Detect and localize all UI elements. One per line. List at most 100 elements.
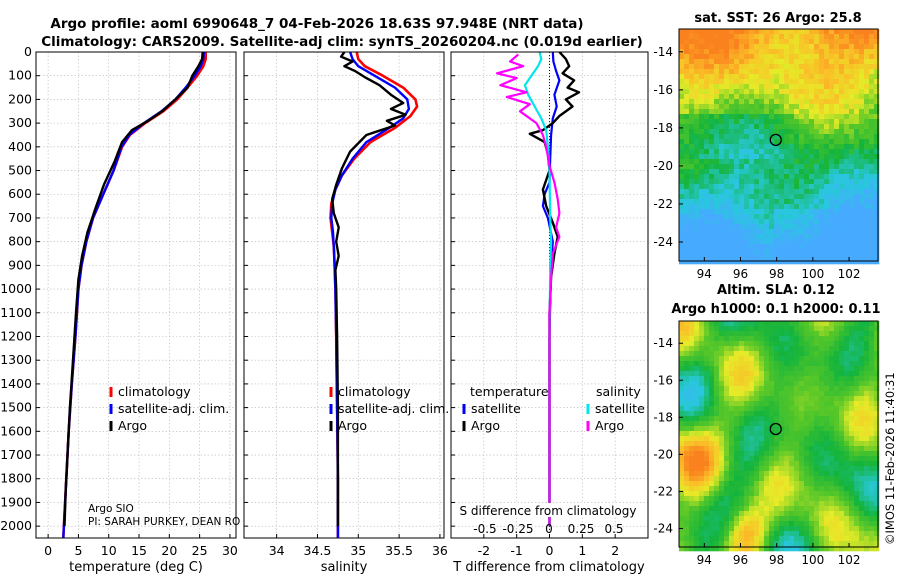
- x-tick-label: 36: [432, 543, 448, 558]
- heatmap-cell: [859, 144, 865, 150]
- heatmap-cell: [684, 34, 690, 40]
- heatmap-cell: [844, 164, 850, 170]
- heatmap-cell: [864, 204, 870, 210]
- heatmap-cell: [684, 224, 690, 230]
- heatmap-cell: [859, 321, 865, 327]
- heatmap-cell: [714, 39, 720, 45]
- heatmap-cell: [834, 426, 840, 432]
- heatmap-cell: [744, 204, 750, 210]
- heatmap-cell: [784, 109, 790, 115]
- heatmap-cell: [829, 521, 835, 527]
- heatmap-cell: [824, 69, 830, 75]
- heatmap-cell: [784, 174, 790, 180]
- heatmap-cell: [784, 44, 790, 50]
- heatmap-cell: [829, 124, 835, 130]
- heatmap-cell: [739, 411, 745, 417]
- heatmap-cell: [719, 149, 725, 155]
- heatmap-cell: [794, 431, 800, 437]
- heatmap-cell: [804, 346, 810, 352]
- difference-legend: temperature salinitysatelliteArgosatellit…: [462, 384, 645, 433]
- heatmap-cell: [869, 391, 875, 397]
- heatmap-cell: [829, 386, 835, 392]
- heatmap-cell: [869, 214, 875, 220]
- heatmap-cell: [739, 541, 745, 547]
- heatmap-cell: [824, 486, 830, 492]
- heatmap-cell: [719, 356, 725, 362]
- heatmap-cell: [744, 89, 750, 95]
- heatmap-cell: [759, 421, 765, 427]
- heatmap-cell: [729, 64, 735, 70]
- heatmap-cell: [839, 94, 845, 100]
- heatmap-cell: [864, 371, 870, 377]
- heatmap-cell: [764, 461, 770, 467]
- heatmap-cell: [769, 139, 775, 145]
- heatmap-cell: [739, 134, 745, 140]
- heatmap-cell: [869, 356, 875, 362]
- heatmap-cell: [779, 139, 785, 145]
- heatmap-cell: [734, 356, 740, 362]
- heatmap-cell: [864, 431, 870, 437]
- heatmap-cell: [804, 341, 810, 347]
- heatmap-cell: [779, 381, 785, 387]
- heatmap-cell: [859, 501, 865, 507]
- heatmap-cell: [779, 511, 785, 517]
- heatmap-cell: [759, 49, 765, 55]
- heatmap-cell: [709, 159, 715, 165]
- heatmap-cell: [844, 531, 850, 537]
- heatmap-cell: [694, 536, 700, 542]
- heatmap-cell: [774, 99, 780, 105]
- heatmap-cell: [874, 204, 880, 210]
- heatmap-cell: [854, 456, 860, 462]
- heatmap-cell: [789, 376, 795, 382]
- heatmap-cell: [784, 179, 790, 185]
- heatmap-cell: [689, 219, 695, 225]
- heatmap-cell: [679, 456, 685, 462]
- sst-map-frame: [678, 28, 879, 262]
- heatmap-cell: [699, 29, 705, 35]
- heatmap-cell: [799, 511, 805, 517]
- heatmap-cell: [724, 396, 730, 402]
- heatmap-cell: [854, 366, 860, 372]
- heatmap-cell: [834, 321, 840, 327]
- heatmap-cell: [814, 516, 820, 522]
- heatmap-cell: [839, 466, 845, 472]
- heatmap-cell: [839, 471, 845, 477]
- heatmap-cell: [714, 486, 720, 492]
- heatmap-cell: [859, 199, 865, 205]
- heatmap-cell: [744, 441, 750, 447]
- heatmap-cell: [704, 466, 710, 472]
- heatmap-cell: [804, 531, 810, 537]
- heatmap-cell: [869, 341, 875, 347]
- heatmap-cell: [744, 109, 750, 115]
- heatmap-cell: [844, 401, 850, 407]
- heatmap-cell: [714, 546, 720, 552]
- heatmap-cell: [724, 74, 730, 80]
- heatmap-cell: [779, 366, 785, 372]
- heatmap-cell: [689, 336, 695, 342]
- heatmap-cell: [704, 174, 710, 180]
- heatmap-cell: [789, 441, 795, 447]
- heatmap-cell: [779, 179, 785, 185]
- heatmap-cell: [789, 401, 795, 407]
- heatmap-cell: [784, 536, 790, 542]
- heatmap-cell: [724, 134, 730, 140]
- heatmap-cell: [759, 189, 765, 195]
- heatmap-cell: [679, 249, 685, 255]
- heatmap-cell: [704, 496, 710, 502]
- heatmap-cell: [819, 214, 825, 220]
- heatmap-cell: [739, 99, 745, 105]
- heatmap-cell: [844, 219, 850, 225]
- heatmap-cell: [814, 189, 820, 195]
- heatmap-cell: [804, 376, 810, 382]
- heatmap-cell: [694, 129, 700, 135]
- heatmap-cell: [859, 411, 865, 417]
- heatmap-cell: [849, 124, 855, 130]
- heatmap-cell: [749, 496, 755, 502]
- heatmap-cell: [819, 456, 825, 462]
- heatmap-cell: [784, 94, 790, 100]
- map-x-tick-label: 98: [769, 553, 784, 567]
- heatmap-cell: [749, 451, 755, 457]
- heatmap-cell: [679, 144, 685, 150]
- heatmap-cell: [689, 421, 695, 427]
- heatmap-cell: [859, 194, 865, 200]
